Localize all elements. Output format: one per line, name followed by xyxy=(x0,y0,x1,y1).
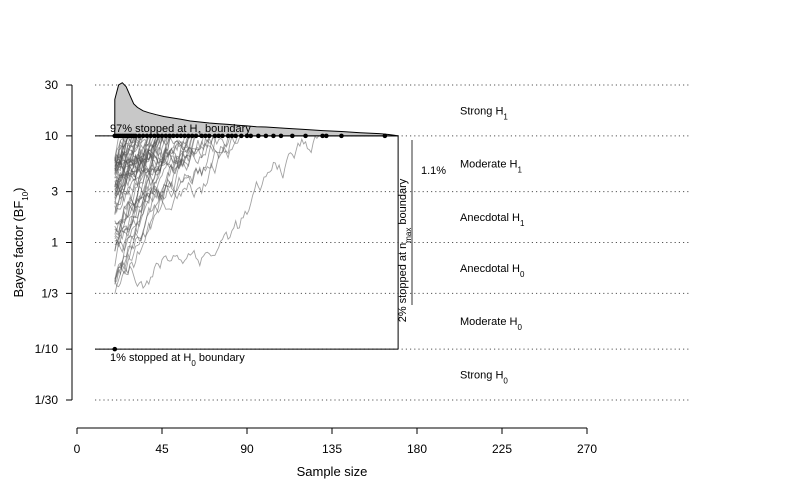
x-tick-label: 135 xyxy=(322,442,342,456)
evidence-category-label: Anecdotal H0 xyxy=(460,263,525,279)
stop-point-h1 xyxy=(193,133,199,139)
stop-point-h1 xyxy=(155,133,161,139)
x-tick-label: 225 xyxy=(492,442,512,456)
evidence-category-label: Strong H0 xyxy=(460,369,508,385)
sample-path xyxy=(114,135,229,279)
h1-boundary-annotation: 97% stopped at H1 boundary xyxy=(110,123,251,139)
stop-point-h1 xyxy=(148,133,153,139)
stop-point-h1 xyxy=(189,133,195,139)
stop-point-h1 xyxy=(206,133,212,139)
stop-point-h1 xyxy=(220,133,225,139)
stop-point-h1 xyxy=(152,133,157,139)
stop-point-h1 xyxy=(159,133,165,139)
sample-path xyxy=(114,135,193,288)
evidence-category-label: Strong H1 xyxy=(460,105,508,121)
sample-path xyxy=(114,135,165,246)
stop-point-h1 xyxy=(320,133,325,139)
stop-point-h1 xyxy=(244,133,250,139)
sample-path xyxy=(114,135,218,282)
y-tick-label: 1/30 xyxy=(35,393,59,407)
stop-point-h1 xyxy=(278,133,284,139)
stop-point-h0 xyxy=(112,346,118,352)
stop-point-h1 xyxy=(167,133,172,139)
sample-path xyxy=(114,135,125,161)
sample-paths xyxy=(114,134,320,295)
stopping-density xyxy=(114,82,399,137)
x-axis-title: Sample size xyxy=(297,464,368,479)
y-tick-label: 1/10 xyxy=(35,342,59,356)
y-tick-label: 30 xyxy=(45,78,59,92)
stopping-density-h1 xyxy=(114,82,399,137)
sample-path xyxy=(114,135,231,214)
stop-point-h1 xyxy=(271,133,276,139)
stop-point-h1 xyxy=(248,133,254,139)
stop-point-h1 xyxy=(303,133,308,139)
nmax-percent-label: 1.1% xyxy=(421,165,446,177)
y-axis-title: Bayes factor (BF10) xyxy=(11,187,30,297)
sample-path xyxy=(114,135,146,172)
sample-path xyxy=(114,135,161,238)
x-tick-label: 270 xyxy=(577,442,597,456)
sample-path xyxy=(114,135,159,267)
evidence-category-label: Moderate H0 xyxy=(460,316,522,332)
stop-point-h1 xyxy=(133,133,138,139)
stop-point-h1 xyxy=(239,133,244,139)
sample-path xyxy=(114,135,138,179)
stop-point-h1 xyxy=(171,133,176,139)
nmax-boundary-annotation: 2% stopped at nmax boundary xyxy=(397,178,413,322)
sample-path xyxy=(114,135,191,195)
sample-path xyxy=(114,135,320,289)
stop-point-h1 xyxy=(140,133,146,139)
stop-point-h1 xyxy=(186,133,191,139)
sample-path xyxy=(114,135,199,251)
stop-point-h1 xyxy=(182,133,187,139)
y-tick-label: 3 xyxy=(51,185,58,199)
sample-path xyxy=(114,135,153,215)
stop-point-h1 xyxy=(174,133,180,139)
stop-point-h1 xyxy=(216,133,221,139)
evidence-category-label: Moderate H1 xyxy=(460,159,522,175)
stop-point-h1 xyxy=(339,133,344,139)
stop-point-h1 xyxy=(229,133,235,139)
stop-point-h1 xyxy=(324,133,329,139)
sample-path xyxy=(114,135,191,184)
y-tick-label: 10 xyxy=(45,129,59,143)
stop-points xyxy=(112,133,388,352)
axes: 1/30 1/10 1/3 1 3 10 30 0 45 90 135 180 225 270 xyxy=(35,78,598,456)
h0-boundary-annotation: 1% stopped at H0 boundary xyxy=(110,352,245,368)
stop-point-h1 xyxy=(137,133,142,139)
stop-point-h1 xyxy=(382,133,388,139)
stop-point-h1 xyxy=(256,133,261,139)
x-tick-label: 45 xyxy=(155,442,169,456)
sample-path xyxy=(114,135,205,187)
evidence-category-label: Anecdotal H1 xyxy=(460,212,525,228)
x-tick-label: 0 xyxy=(74,442,81,456)
stop-point-h1 xyxy=(178,133,184,139)
sample-path xyxy=(114,134,242,241)
stop-point-h1 xyxy=(263,133,269,139)
stop-point-h1 xyxy=(233,133,238,139)
labels: Sample size Bayes factor (BF10) 97% stoppe… xyxy=(11,105,525,479)
y-tick-label: 1 xyxy=(51,236,58,250)
stop-point-h1 xyxy=(163,133,169,139)
sample-path xyxy=(114,135,150,182)
stop-point-h1 xyxy=(203,133,208,139)
stop-point-h1 xyxy=(212,133,218,139)
y-tick-label: 1/3 xyxy=(41,286,58,300)
x-tick-label: 90 xyxy=(240,442,254,456)
gridlines xyxy=(95,84,690,401)
sample-path xyxy=(114,135,174,209)
stop-point-h1 xyxy=(144,133,150,139)
x-tick-label: 180 xyxy=(407,442,427,456)
stop-point-h1 xyxy=(225,133,231,139)
stop-point-h1 xyxy=(199,133,204,139)
stop-point-h1 xyxy=(290,133,295,139)
